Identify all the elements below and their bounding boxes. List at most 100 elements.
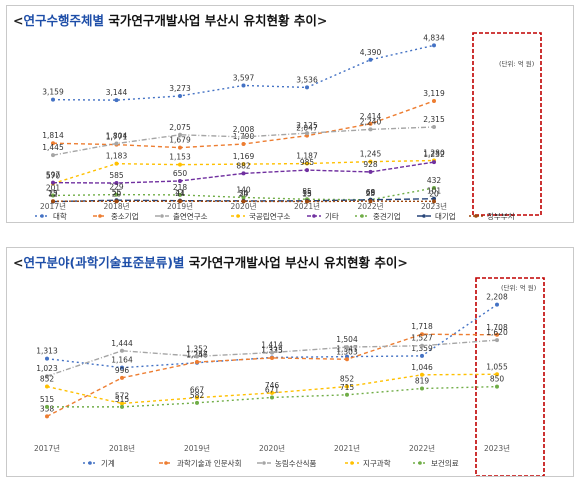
data-label-출연연구소-2020년: 2,008: [233, 125, 255, 134]
title-highlight: 연구수행주체별: [23, 13, 104, 28]
point-정부부처-2017년: [51, 199, 55, 204]
point-보건의료-2023년: [495, 384, 499, 389]
data-label-보건의료-2020년: 671: [265, 385, 280, 394]
point-국공립연구소-2021년: [305, 161, 309, 166]
legend-label-농림수산식품: 농림수산식품: [275, 458, 316, 468]
point-대학-2020년: [241, 83, 246, 88]
point-정부부처-2020년: [241, 199, 246, 204]
point-지구과학-2017년: [45, 384, 49, 389]
data-label-대학-2020년: 3,597: [233, 73, 255, 82]
data-label-대학-2018년: 3,144: [106, 88, 128, 97]
data-label-중소기업-2021년: 2,047: [296, 124, 318, 133]
data-label-대기업-2022년: 68: [366, 188, 376, 197]
point-과학기술과 인문사회-2018년: [120, 375, 124, 380]
legend-marker-지구과학: [350, 461, 354, 465]
data-label-중소기업-2019년: 1,679: [169, 136, 191, 145]
data-label-과학기술과 인문사회-2022년: 1,718: [411, 322, 433, 331]
data-label-대학-2017년: 3,159: [42, 88, 64, 97]
point-지구과학-2023년: [495, 372, 499, 377]
data-label-중견기업-2021년: 85: [302, 187, 312, 196]
x-tick-label-2022년: 2022년: [358, 201, 384, 211]
x-tick-label-2019년: 2019년: [184, 443, 210, 453]
point-중소기업-2022년: [368, 121, 373, 126]
title-highlight: 연구분야(과학기술표준분류)별: [23, 255, 185, 270]
x-tick-label-2017년: 2017년: [34, 443, 60, 453]
legend-label-보건의료: 보건의료: [431, 458, 459, 468]
point-중소기업-2020년: [241, 142, 246, 147]
point-보건의료-2019년: [195, 400, 199, 405]
data-label-대기업-2019년: 41: [175, 189, 185, 198]
data-label-기계-2018년: 1,164: [111, 356, 133, 365]
data-label-정부부처-2021년: 15: [302, 190, 312, 199]
data-label-기계-2020년: 1,333: [261, 345, 283, 354]
data-label-정부부처-2023년: 20: [429, 189, 439, 198]
legend-label-중소기업: 중소기업: [111, 212, 139, 221]
point-정부부처-2018년: [114, 199, 119, 204]
x-tick-label-2023년: 2023년: [484, 443, 510, 453]
legend-marker-대학: [40, 214, 44, 218]
legend-label-기계: 기계: [101, 458, 115, 468]
point-출연연구소-2020년: [241, 134, 246, 139]
data-label-출연연구소-2023년: 2,315: [423, 115, 445, 124]
point-농림수산식품-2018년: [120, 348, 124, 353]
data-label-대기업-2020년: 34: [239, 189, 249, 198]
data-label-출연연구소-2017년: 1,445: [42, 143, 64, 152]
data-label-중견기업-2023년: 432: [427, 176, 442, 185]
x-tick-label-2020년: 2020년: [231, 201, 257, 211]
data-label-대학-2022년: 4,390: [360, 48, 382, 57]
point-농림수산식품-2022년: [420, 343, 424, 348]
point-중견기업-2017년: [51, 193, 55, 198]
data-label-출연연구소-2019년: 2,075: [169, 123, 191, 132]
legend-label-대기업: 대기업: [435, 212, 456, 221]
legend-label-정부부처: 정부부처: [487, 211, 515, 221]
point-대학-2017년: [51, 97, 55, 102]
unit-note: (단위: 억 원): [499, 59, 534, 68]
data-label-출연연구소-2018년: 1,804: [106, 132, 128, 141]
data-label-지구과학-2018년: 572: [115, 391, 130, 400]
point-중소기업-2023년: [432, 98, 436, 103]
x-tick-label-2022년: 2022년: [409, 443, 435, 453]
data-label-출연연구소-2021년: 2,125: [296, 121, 318, 130]
data-label-지구과학-2017년: 852: [40, 375, 55, 384]
point-기계-2018년: [120, 365, 124, 370]
x-tick-label-2021년: 2021년: [334, 443, 360, 453]
data-label-지구과학-2020년: 746: [265, 381, 280, 390]
point-정부부처-2022년: [368, 199, 373, 204]
chart-panel-by-performer: <연구수행주체별 국가연구개발사업 부산시 유치현황 추이> (단위: 억 원)…: [6, 5, 574, 223]
point-과학기술과 인문사회-2023년: [495, 332, 499, 337]
data-label-보건의료-2022년: 819: [415, 377, 430, 386]
point-대학-2021년: [305, 85, 309, 90]
data-label-농림수산식품-2023년: 1,620: [486, 328, 508, 337]
point-기타-2023년: [432, 160, 436, 165]
data-label-국공립연구소-2019년: 1,153: [169, 153, 191, 162]
point-과학기술과 인문사회-2019년: [195, 360, 199, 365]
data-label-보건의료-2019년: 582: [190, 391, 205, 400]
x-tick-label-2018년: 2018년: [109, 443, 135, 453]
point-과학기술과 인문사회-2017년: [45, 414, 49, 419]
line-chart-by-field: (단위: 억 원)1,3131,1641,2461,3331,3471,3592…: [34, 277, 545, 476]
point-정부부처-2021년: [305, 199, 309, 204]
data-label-중소기업-2022년: 2,414: [360, 112, 382, 121]
legend-label-중견기업: 중견기업: [373, 211, 401, 221]
point-중견기업-2019년: [178, 192, 182, 197]
point-농림수산식품-2020년: [270, 350, 274, 355]
data-label-기계-2023년: 2,208: [486, 293, 508, 302]
data-label-대기업-2018년: 55: [112, 188, 122, 197]
point-국공립연구소-2018년: [114, 161, 119, 166]
point-과학기술과 인문사회-2022년: [420, 332, 424, 337]
point-보건의료-2017년: [45, 404, 49, 409]
point-출연연구소-2021년: [305, 131, 309, 136]
data-label-정부부처-2017년: 25: [48, 189, 58, 198]
point-기타-2022년: [368, 169, 373, 174]
data-label-대학-2023년: 4,834: [423, 33, 445, 42]
data-label-국공립연구소-2023년: 1,280: [423, 149, 445, 158]
point-과학기술과 인문사회-2020년: [270, 355, 274, 360]
legend-marker-농림수산식품: [262, 461, 266, 465]
data-label-대기업-2021년: 35: [302, 189, 312, 198]
point-기타-2018년: [114, 181, 119, 186]
data-label-중소기업-2017년: 1,814: [42, 131, 64, 140]
data-label-농림수산식품-2020년: 1,414: [261, 341, 283, 350]
data-label-국공립연구소-2018년: 1,183: [106, 152, 128, 161]
data-label-대학-2019년: 3,273: [169, 84, 191, 93]
data-label-중견기업-2017년: 201: [46, 183, 61, 192]
